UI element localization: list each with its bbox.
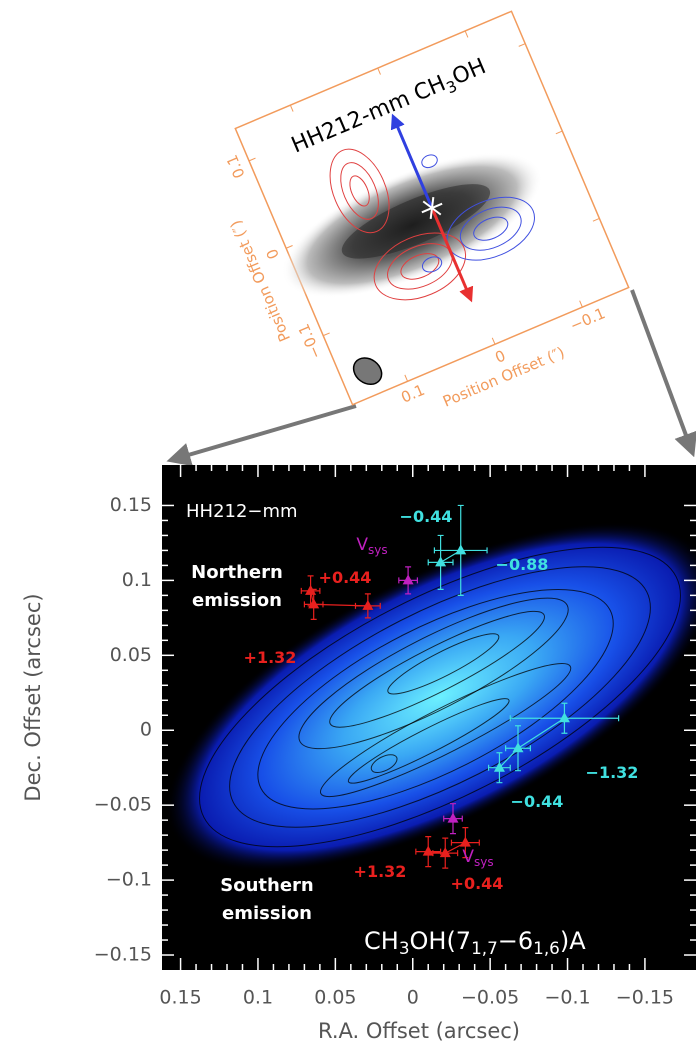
- x-tick-label: −0.1: [544, 987, 590, 1009]
- y-tick-label: 0.1: [122, 569, 152, 591]
- text-part: OH(7: [410, 927, 472, 955]
- x-tick-label: 0.15: [159, 987, 201, 1009]
- velocity-label: +1.32: [244, 648, 297, 667]
- subscript: sys: [368, 543, 388, 557]
- velocity-label: −0.44: [400, 507, 453, 526]
- region-label: emission: [222, 903, 312, 924]
- region-label: Northern: [191, 562, 283, 583]
- source-label: HH212−mm: [186, 501, 298, 522]
- x-tick-label: −0.05: [461, 987, 519, 1009]
- subscript: 1,7: [471, 938, 498, 958]
- x-tick-label: 0.1: [243, 987, 273, 1009]
- x-tick-label: 0: [407, 987, 419, 1009]
- text-part: −6: [498, 927, 533, 955]
- label-text: −0.88: [496, 555, 549, 574]
- velocity-label: +0.44: [319, 568, 372, 587]
- label-text: −1.32: [586, 763, 639, 782]
- zoom-arrow: [178, 406, 356, 458]
- x-tick-label: 0.1: [398, 381, 427, 407]
- velocity-label: +0.44: [451, 874, 504, 893]
- y-tick-label: 0.15: [110, 494, 152, 516]
- y-tick-label: −0.1: [106, 869, 152, 891]
- label-text: V: [462, 847, 474, 867]
- velocity-label: +1.32: [354, 862, 407, 881]
- y-tick-label: 0: [263, 246, 283, 262]
- x-tick-label: 0: [492, 346, 508, 366]
- main-panel: 0.15 0.1 0.05 0 −0.05 −0.1 −0.15 −0.15 −0.1 −0.05…: [21, 452, 696, 1043]
- region-label: Southern: [220, 875, 313, 896]
- zoom-arrow: [632, 290, 690, 446]
- label-text: +0.44: [451, 874, 504, 893]
- y-tick-label: 0.1: [223, 152, 249, 181]
- label-text: −0.44: [400, 507, 453, 526]
- x-tick-label: 0.05: [314, 987, 356, 1009]
- velocity-label: −0.88: [496, 555, 549, 574]
- y-tick-label: −0.15: [94, 944, 152, 966]
- subscript: 3: [399, 938, 410, 958]
- region-label: emission: [192, 590, 282, 611]
- label-text: +1.32: [244, 648, 297, 667]
- label-text: +1.32: [354, 862, 407, 881]
- subscript: 1,6: [533, 938, 560, 958]
- label-text: V: [356, 535, 368, 555]
- text-part: CH: [364, 927, 399, 955]
- x-tick-label: −0.15: [616, 987, 674, 1009]
- y-tick-label: −0.05: [94, 794, 152, 816]
- y-tick-label: 0: [140, 719, 152, 741]
- y-axis-label: Dec. Offset (arcsec): [21, 593, 45, 801]
- label-text: −0.44: [511, 792, 564, 811]
- y-tick-label: 0.05: [110, 644, 152, 666]
- text-part: )A: [560, 927, 586, 955]
- velocity-label: −0.44: [511, 792, 564, 811]
- velocity-label: −1.32: [586, 763, 639, 782]
- figure: HH212-mm CH3OH0.10−0.1−0.100.1Position O…: [0, 0, 696, 1052]
- subscript: sys: [474, 855, 494, 869]
- label-text: +0.44: [319, 568, 372, 587]
- x-axis-label: R.A. Offset (arcsec): [318, 1019, 520, 1043]
